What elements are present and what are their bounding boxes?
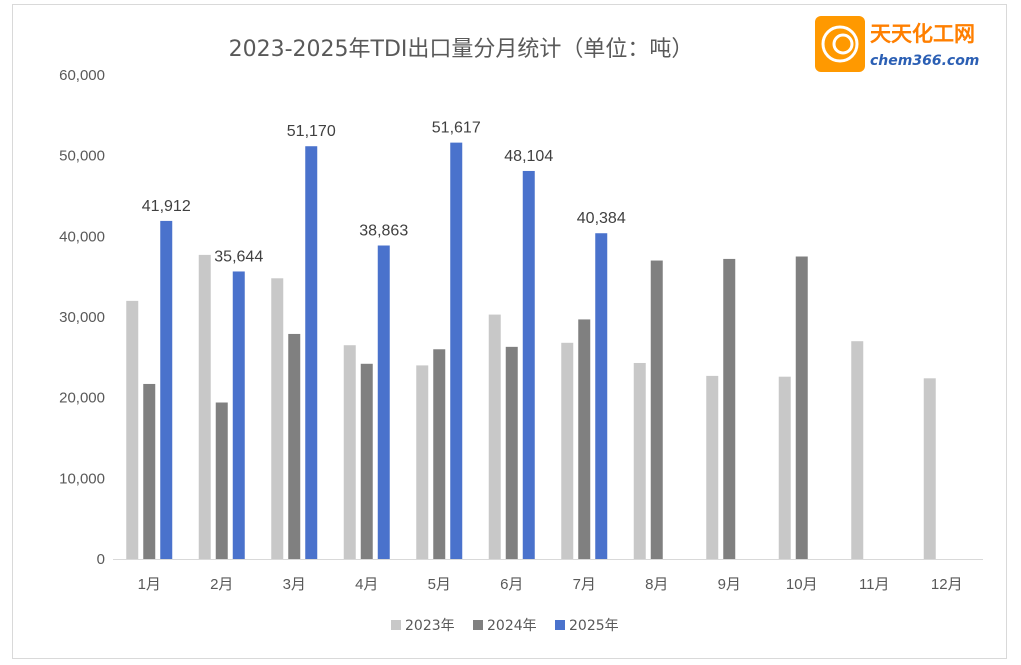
legend-label: 2024年 bbox=[487, 618, 537, 634]
bar-2023年-1月 bbox=[126, 300, 139, 559]
bar-2024年-6月 bbox=[505, 346, 518, 559]
x-tick-label: 6月 bbox=[500, 576, 523, 593]
site-logo: 天天化工网 chem366.com bbox=[815, 16, 979, 72]
data-label: 35,644 bbox=[214, 248, 263, 265]
y-tick-label: 0 bbox=[97, 551, 105, 568]
chart-frame: 2023-2025年TDI出口量分月统计（单位：吨） 天天化工网 chem366… bbox=[12, 4, 1007, 659]
data-label: 51,170 bbox=[287, 123, 336, 140]
bar-2023年-12月 bbox=[923, 378, 936, 559]
bar-2023年-6月 bbox=[488, 314, 501, 559]
bars bbox=[126, 142, 936, 560]
bar-2024年-1月 bbox=[143, 383, 156, 559]
bar-2023年-7月 bbox=[561, 342, 574, 559]
chart: 2023-2025年TDI出口量分月统计（单位：吨） 天天化工网 chem366… bbox=[59, 16, 983, 634]
x-tick-label: 1月 bbox=[138, 576, 161, 593]
legend-swatch bbox=[473, 620, 483, 630]
x-tick-label: 8月 bbox=[645, 576, 668, 593]
bar-2025年-4月 bbox=[377, 245, 390, 559]
bar-2023年-4月 bbox=[343, 345, 356, 559]
legend-swatch bbox=[555, 620, 565, 630]
bar-2025年-6月 bbox=[522, 170, 535, 559]
logo-name-cn: 天天化工网 bbox=[870, 22, 975, 46]
bar-2023年-8月 bbox=[633, 362, 646, 559]
bar-2023年-9月 bbox=[706, 375, 719, 559]
bar-2025年-2月 bbox=[232, 271, 245, 559]
bar-2025年-5月 bbox=[450, 142, 463, 559]
bar-2024年-4月 bbox=[360, 363, 373, 559]
y-tick-label: 40,000 bbox=[59, 228, 105, 245]
y-tick-label: 50,000 bbox=[59, 148, 105, 165]
y-tick-label: 20,000 bbox=[59, 390, 105, 407]
bar-2024年-2月 bbox=[215, 402, 228, 559]
bar-2025年-7月 bbox=[595, 233, 608, 560]
bar-2023年-2月 bbox=[198, 254, 211, 560]
x-tick-label: 3月 bbox=[283, 576, 306, 593]
legend-swatch bbox=[391, 620, 401, 630]
bar-2023年-3月 bbox=[271, 278, 284, 559]
bar-2024年-10月 bbox=[795, 256, 808, 559]
data-labels: 41,912 35,644 51,170 38,863 51,617 48,104 40,3… bbox=[142, 120, 626, 266]
data-label: 38,863 bbox=[359, 223, 408, 240]
data-label: 41,912 bbox=[142, 198, 191, 215]
bar-2024年-7月 bbox=[578, 319, 591, 559]
x-tick-label: 10月 bbox=[786, 576, 818, 593]
bar-2024年-9月 bbox=[723, 258, 736, 559]
bar-2023年-5月 bbox=[416, 365, 429, 559]
x-tick-label: 9月 bbox=[718, 576, 741, 593]
y-axis: 0 10,000 20,000 30,000 40,000 50,000 60,000 bbox=[59, 67, 105, 568]
x-tick-label: 4月 bbox=[355, 576, 378, 593]
x-tick-label: 12月 bbox=[931, 576, 963, 593]
chart-title: 2023-2025年TDI出口量分月统计（单位：吨） bbox=[229, 37, 694, 62]
bar-2025年-3月 bbox=[305, 146, 318, 559]
x-tick-label: 2月 bbox=[210, 576, 233, 593]
bar-2023年-11月 bbox=[851, 341, 864, 559]
legend-label: 2023年 bbox=[405, 618, 455, 634]
legend-label: 2025年 bbox=[569, 618, 619, 634]
data-label: 40,384 bbox=[577, 210, 626, 227]
y-tick-label: 30,000 bbox=[59, 309, 105, 326]
x-tick-label: 11月 bbox=[859, 576, 890, 593]
y-tick-label: 60,000 bbox=[59, 67, 105, 84]
logo-swirl-icon bbox=[821, 25, 859, 63]
x-tick-label: 5月 bbox=[428, 576, 451, 593]
bar-2024年-5月 bbox=[433, 349, 446, 559]
data-label: 51,617 bbox=[432, 120, 481, 137]
x-tick-label: 7月 bbox=[573, 576, 596, 593]
logo-domain: chem366.com bbox=[870, 53, 979, 69]
logo-badge bbox=[815, 16, 865, 72]
data-label: 48,104 bbox=[504, 148, 553, 165]
bar-2023年-10月 bbox=[778, 376, 791, 559]
bar-2024年-8月 bbox=[650, 260, 663, 559]
x-axis: 1月 2月 3月 4月 5月 6月 7月 8月 9月 10月 11月 12月 bbox=[138, 576, 963, 593]
logo-swirl-inner-icon bbox=[832, 33, 854, 55]
legend: 2023年 2024年 2025年 bbox=[391, 618, 619, 634]
y-tick-label: 10,000 bbox=[59, 470, 105, 487]
bar-2025年-1月 bbox=[160, 220, 173, 560]
bar-2024年-3月 bbox=[288, 333, 301, 559]
